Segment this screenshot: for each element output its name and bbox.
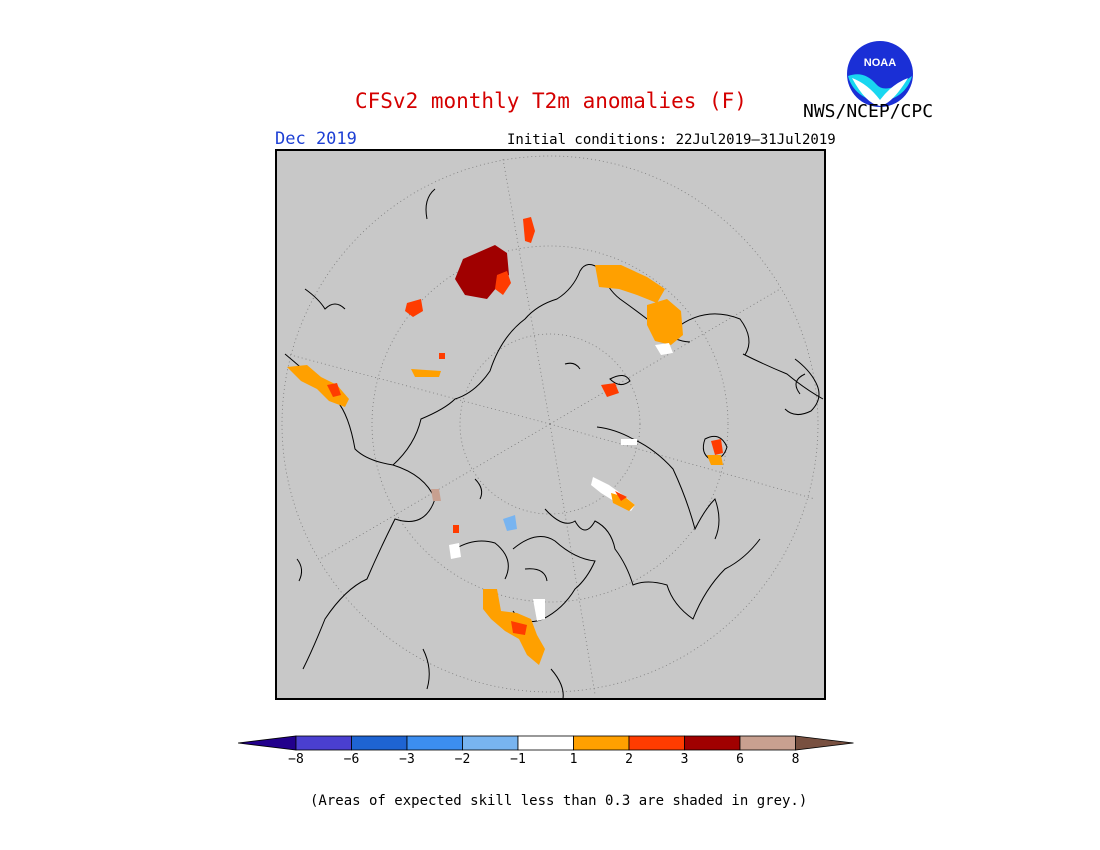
anomaly-patch-red	[711, 439, 723, 455]
colorbar-bin	[351, 735, 408, 751]
anomaly-patch-white	[621, 439, 637, 445]
anomaly-patch-orange	[647, 299, 683, 345]
anomaly-patch-white	[449, 543, 461, 559]
colorbar-bin	[739, 735, 796, 751]
colorbar-bin-high-end	[795, 735, 854, 751]
noaa-logo-icon: NOAA	[847, 41, 913, 107]
anomaly-patch-tan	[431, 489, 441, 501]
graticule	[281, 155, 819, 695]
colorbar-tick-label: −3	[399, 752, 415, 767]
colorbar-tick-label: 3	[680, 752, 689, 767]
anomaly-patch-red	[405, 299, 423, 317]
anomaly-patch-red	[615, 491, 627, 501]
anomaly-patch-orange	[707, 455, 723, 465]
colorbar-tick-label: −2	[454, 752, 471, 767]
colorbar-tick-label: 8	[791, 752, 800, 767]
colorbar-tick-label: −6	[343, 752, 360, 767]
anomaly-patch-red	[495, 271, 511, 295]
logo-text: NOAA	[864, 57, 896, 69]
anomaly-patch-light-blue	[503, 515, 517, 531]
anomaly-patch-white	[655, 343, 673, 355]
map-title: CFSv2 monthly T2m anomalies (F)	[355, 89, 747, 113]
anomaly-patch-red	[601, 383, 619, 397]
anomaly-patch-red	[511, 621, 527, 635]
colorbar-legend	[238, 735, 854, 751]
colorbar-bin-low-end	[238, 735, 297, 751]
colorbar-bin	[462, 735, 519, 751]
colorbar-bins	[238, 735, 854, 751]
skill-note: (Areas of expected skill less than 0.3 a…	[310, 793, 808, 809]
agency-label: NWS/NCEP/CPC	[803, 101, 934, 122]
anomaly-patch-orange	[611, 493, 635, 511]
colorbar-bin	[573, 735, 630, 751]
forecast-month: Dec 2019	[275, 129, 357, 149]
colorbar-bin	[406, 735, 463, 751]
colorbar-bin	[295, 735, 352, 751]
colorbar-tick-label: 1	[569, 752, 578, 767]
anomaly-patch-orange	[595, 265, 665, 303]
colorbar-bin	[628, 735, 685, 751]
anomaly-patch-red	[523, 217, 535, 243]
map-frame	[275, 149, 826, 700]
initial-conditions: Initial conditions: 22Jul2019–31Jul2019	[507, 132, 836, 148]
colorbar-bin	[517, 735, 574, 751]
colorbar-bin	[684, 735, 741, 751]
colorbar-tick-label: −8	[288, 752, 304, 767]
anomaly-patch-red	[453, 525, 459, 533]
anomaly-patch-red	[327, 383, 341, 397]
anomaly-patch-white	[533, 599, 545, 621]
colorbar-tick-label: 2	[625, 752, 633, 767]
colorbar-tick-label: 6	[736, 752, 744, 767]
anomaly-patch-orange	[411, 369, 441, 377]
polar-stereographic-map	[275, 149, 826, 700]
colorbar-tick-label: −1	[510, 752, 526, 767]
anomaly-patches	[287, 217, 723, 665]
anomaly-patch-red	[439, 353, 445, 359]
